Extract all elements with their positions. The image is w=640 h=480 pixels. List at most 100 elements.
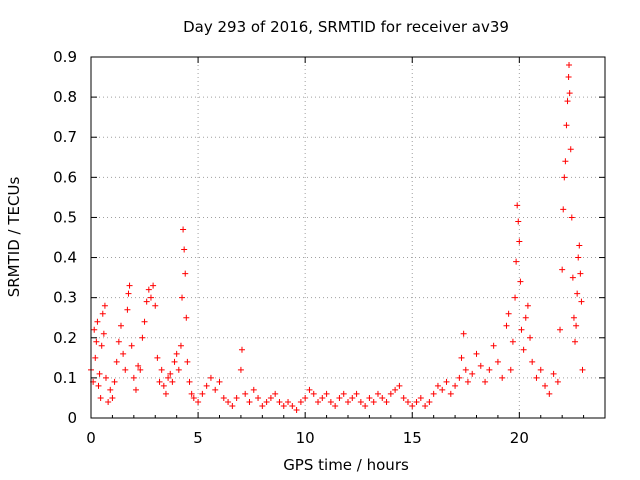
data-point [124, 306, 131, 313]
data-point [572, 338, 579, 345]
data-point [111, 378, 118, 385]
data-point [567, 146, 574, 153]
data-point [225, 398, 232, 405]
data-point [302, 394, 309, 401]
data-point [310, 390, 317, 397]
data-point [126, 282, 133, 289]
y-tick-label: 0.3 [53, 289, 77, 307]
data-point [97, 394, 104, 401]
data-point [404, 398, 411, 405]
data-point [184, 358, 191, 365]
data-point [566, 62, 573, 69]
data-point [117, 322, 124, 329]
plot-frame [90, 56, 606, 419]
data-point [152, 302, 159, 309]
data-point [238, 346, 245, 353]
data-point [374, 390, 381, 397]
data-point [147, 294, 154, 301]
data-point [242, 390, 249, 397]
data-point [379, 394, 386, 401]
data-point [458, 354, 465, 361]
data-point [383, 398, 390, 405]
data-point [578, 298, 585, 305]
data-point [263, 398, 270, 405]
data-point [207, 374, 214, 381]
y-tick-label: 0.9 [53, 48, 77, 66]
data-point [180, 226, 187, 233]
data-point [98, 342, 105, 349]
data-point [336, 394, 343, 401]
x-tick-label: 20 [510, 429, 529, 447]
data-point [527, 334, 534, 341]
data-point [165, 374, 172, 381]
data-point [452, 382, 459, 389]
data-point [576, 242, 583, 249]
data-point [233, 394, 240, 401]
data-point [513, 258, 520, 265]
data-point [512, 294, 519, 301]
data-point [280, 402, 287, 409]
data-point [557, 326, 564, 333]
data-point [575, 254, 582, 261]
x-tick-labels: 0 5 10 15 20 [86, 429, 529, 447]
data-point [315, 398, 322, 405]
data-point [259, 402, 266, 409]
y-tick-label: 0.5 [53, 208, 77, 226]
data-point [413, 398, 420, 405]
data-point [91, 326, 98, 333]
data-point [564, 98, 571, 105]
data-point [340, 390, 347, 397]
data-point [158, 366, 165, 373]
data-point [509, 338, 516, 345]
data-point [370, 398, 377, 405]
data-point [570, 314, 577, 321]
x-tick-label: 10 [296, 429, 315, 447]
data-point [109, 394, 116, 401]
data-point [345, 398, 351, 405]
data-point [577, 270, 584, 277]
data-point [141, 318, 148, 325]
data-point [95, 382, 102, 389]
data-point [183, 314, 190, 321]
data-point [546, 390, 553, 397]
data-point [107, 386, 114, 393]
data-point [332, 402, 339, 409]
data-point [167, 370, 174, 377]
data-point [516, 238, 523, 245]
data-point [177, 342, 184, 349]
data-point [120, 350, 127, 357]
data-point [505, 310, 512, 317]
data-point [319, 394, 326, 401]
data-point [392, 386, 399, 393]
data-point [550, 370, 557, 377]
data-point [297, 398, 304, 405]
data-point [289, 402, 296, 409]
y-tick-label: 0.4 [53, 249, 77, 267]
y-tick-label: 0.7 [53, 128, 77, 146]
data-point [434, 382, 441, 389]
data-point [216, 378, 223, 385]
data-point [426, 398, 433, 405]
data-point [293, 406, 300, 413]
chart-title: Day 293 of 2016, SRMTID for receiver av3… [183, 18, 509, 36]
data-point [387, 390, 394, 397]
y-tick-label: 0.6 [53, 168, 77, 186]
data-point [128, 342, 135, 349]
data-point [173, 350, 180, 357]
data-point [357, 398, 364, 405]
data-point [529, 358, 536, 365]
data-point [175, 366, 182, 373]
data-point [246, 398, 253, 405]
data-point [93, 338, 100, 345]
data-point [482, 378, 489, 385]
data-point [518, 326, 525, 333]
y-tick-label: 0.2 [53, 329, 77, 347]
data-point [464, 378, 471, 385]
data-point [524, 302, 531, 309]
data-point [203, 382, 210, 389]
data-point [229, 402, 236, 409]
data-point [171, 358, 178, 365]
data-point [94, 318, 101, 325]
data-point [430, 390, 437, 397]
data-point [125, 290, 132, 297]
